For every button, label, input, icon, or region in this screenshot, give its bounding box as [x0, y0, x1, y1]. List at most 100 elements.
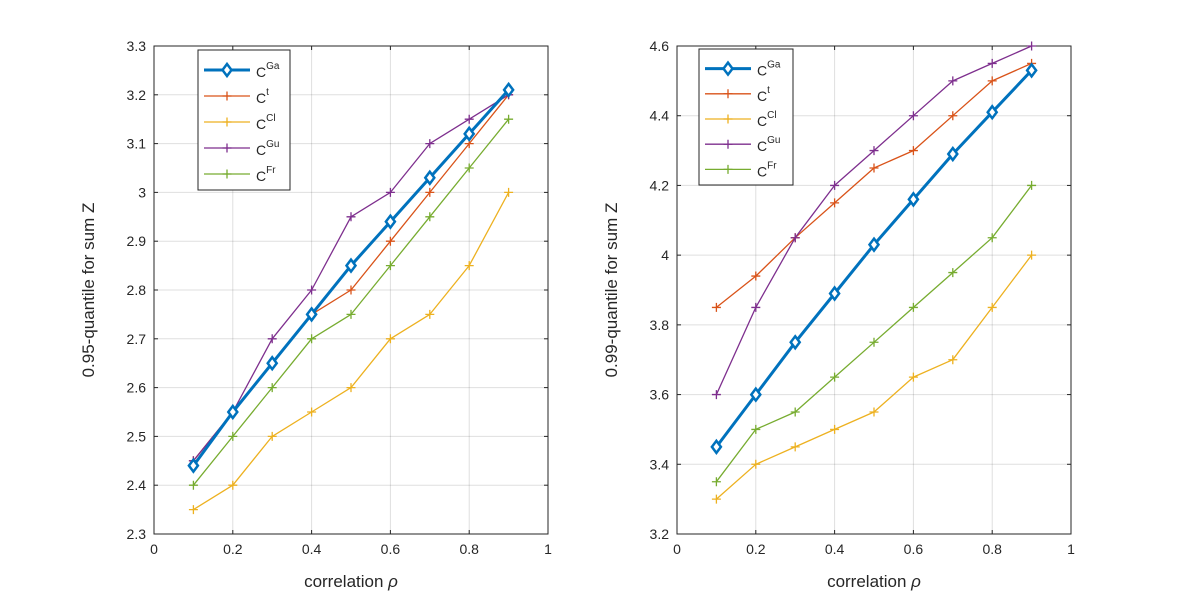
data-point: [830, 180, 840, 190]
legend-marker: [222, 117, 232, 127]
legend-entry-base: C: [757, 88, 767, 104]
data-point: [946, 145, 959, 163]
y-tick-label: 3.6: [650, 387, 670, 403]
legend-entry-sup: Gu: [767, 135, 780, 146]
y-tick-label: 3: [138, 184, 146, 200]
legend-entry-base: C: [256, 116, 266, 132]
data-point: [711, 494, 721, 504]
x-axis-label-symbol: ρ: [387, 572, 398, 591]
legend-entry-base: C: [757, 63, 767, 79]
x-tick-label: 0.8: [459, 541, 479, 557]
x-tick-label: 0.2: [746, 541, 766, 557]
data-point: [1027, 250, 1037, 260]
data-point: [385, 187, 395, 197]
legend-entry-base: C: [256, 64, 266, 80]
data-point: [789, 334, 802, 351]
series-cl: [711, 250, 1037, 504]
legend-entry-ga: CGa: [757, 60, 781, 79]
data-point: [346, 212, 356, 222]
legend-entry-t: Ct: [757, 85, 770, 104]
y-tick-label: 2.8: [127, 282, 147, 298]
data-point: [948, 355, 958, 365]
data-point: [711, 302, 721, 312]
data-point: [425, 309, 435, 319]
legend-entry-base: C: [757, 163, 767, 179]
legend-entry-cl: CCl: [757, 110, 777, 129]
legend-marker: [721, 60, 735, 77]
data-point: [908, 372, 918, 382]
y-tick-label: 3.2: [650, 526, 670, 542]
data-point: [711, 390, 721, 400]
legend-marker: [220, 61, 234, 79]
data-point: [226, 403, 239, 421]
legend-entry-t: Ct: [256, 87, 269, 106]
x-tick-label: 0.4: [302, 541, 322, 557]
series-gu: [711, 41, 1037, 400]
data-point: [830, 372, 840, 382]
data-point: [267, 334, 277, 344]
data-point: [830, 198, 840, 208]
data-point: [790, 407, 800, 417]
series-fr: [188, 114, 514, 490]
data-point: [987, 58, 997, 68]
legend-marker: [723, 139, 733, 149]
legend-box: [197, 49, 291, 191]
legend-entry-sup: Gu: [266, 139, 279, 150]
series-ga: [710, 62, 1038, 455]
data-point: [908, 111, 918, 121]
chart-panel-2: 0 0.2 0.4 0.6 0.8 1 3.2 3.4 3.6 3.8 4 4.2 4.4 4.6 corr…: [602, 38, 1075, 591]
y-tick-label: 4.4: [650, 108, 670, 124]
series-cl: [188, 187, 514, 515]
data-point: [751, 271, 761, 281]
x-tick-label: 1: [544, 541, 552, 557]
data-point: [267, 383, 277, 393]
series-fr: [711, 180, 1037, 487]
data-point: [711, 477, 721, 487]
data-point: [948, 76, 958, 86]
x-tick-label: 0: [150, 541, 158, 557]
y-tick-label: 4.2: [650, 177, 670, 193]
data-point: [423, 169, 436, 186]
legend-entry-fr: CFr: [757, 160, 777, 179]
data-point: [384, 213, 397, 230]
data-point: [464, 114, 474, 124]
legend-entry-fr: CFr: [256, 165, 276, 184]
data-point: [228, 480, 238, 490]
data-point: [463, 125, 476, 142]
data-point: [869, 163, 879, 173]
x-tick-label: 0: [673, 541, 681, 557]
data-point: [228, 431, 238, 441]
x-tick-label: 0.4: [825, 541, 845, 557]
data-point: [751, 302, 761, 312]
y-tick-label: 2.7: [127, 331, 147, 347]
legend-marker: [222, 143, 232, 153]
legend-marker: [723, 114, 733, 124]
data-point: [986, 104, 999, 121]
data-point: [790, 442, 800, 452]
data-point: [425, 212, 435, 222]
y-tick-label: 3.3: [127, 38, 147, 54]
data-point: [869, 337, 879, 347]
data-point: [346, 383, 356, 393]
legend-marker: [723, 164, 733, 174]
data-point: [425, 187, 435, 197]
legend-entry-sup: t: [266, 87, 269, 98]
data-point: [307, 285, 317, 295]
y-tick-label: 2.6: [127, 380, 147, 396]
legend-entry-sup: Ga: [266, 61, 280, 72]
x-tick-label: 1: [1067, 541, 1075, 557]
legend-entry-base: C: [757, 113, 767, 129]
data-point: [187, 457, 200, 474]
data-point: [385, 261, 395, 271]
data-point: [828, 285, 841, 302]
chart-panel-1: 0 0.2 0.4 0.6 0.8 1 2.3 2.4 2.5 2.6 2.7 2.8 2.9 3 3.1 3…: [79, 38, 552, 591]
data-point: [749, 386, 762, 403]
y-tick-label: 3.8: [650, 317, 670, 333]
legend-entry-base: C: [757, 138, 767, 154]
data-point: [948, 111, 958, 121]
legend-box: [698, 48, 794, 186]
data-point: [504, 114, 514, 124]
data-point: [346, 309, 356, 319]
